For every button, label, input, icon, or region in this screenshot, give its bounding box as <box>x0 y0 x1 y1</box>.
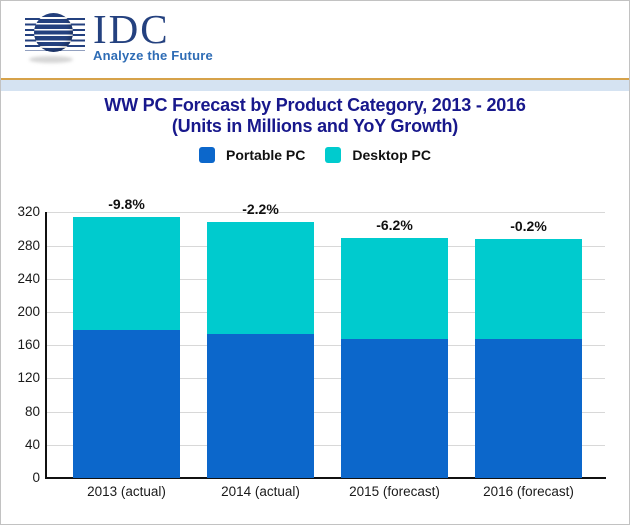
bar-desktop-1 <box>73 216 180 331</box>
idc-logo: IDC Analyze the Future <box>25 6 213 68</box>
legend-label-desktop-pc: Desktop PC <box>352 147 431 163</box>
idc-globe-icon <box>25 10 91 68</box>
bar-portable-2 <box>207 333 314 478</box>
chart-title-line1: WW PC Forecast by Product Category, 2013… <box>104 95 526 115</box>
y-axis-tick-0: 0 <box>32 470 40 485</box>
x-axis-line <box>45 477 606 479</box>
light-blue-band <box>1 80 629 91</box>
bar-portable-3 <box>341 339 448 478</box>
gridline-80 <box>46 411 605 413</box>
legend-item-portable-pc: Portable PC <box>199 147 305 163</box>
bar-portable-4 <box>475 339 582 478</box>
gridline-280 <box>46 245 605 247</box>
x-axis-label-4: 2016 (forecast) <box>483 484 574 499</box>
idc-brand-name: IDC <box>93 6 170 52</box>
legend-label-portable-pc: Portable PC <box>226 147 306 163</box>
gridline-320 <box>46 212 605 214</box>
y-axis-tick-80: 80 <box>24 403 40 419</box>
chart-title: WW PC Forecast by Product Category, 2013… <box>1 95 629 137</box>
y-axis-tick-280: 280 <box>17 237 40 253</box>
portable-pc-swatch <box>199 147 216 163</box>
gridline-40 <box>46 444 605 446</box>
bar-desktop-2 <box>207 222 314 334</box>
yoy-growth-label-4: -0.2% <box>510 218 547 234</box>
gold-divider <box>1 78 629 80</box>
globe-shadow <box>29 56 73 63</box>
chart-title-line2: (Units in Millions and YoY Growth) <box>171 116 459 136</box>
yoy-growth-label-3: -6.2% <box>376 217 413 234</box>
y-axis-tick-320: 320 <box>17 204 40 220</box>
idc-logo-text: IDC Analyze the Future <box>93 6 213 64</box>
x-axis-label-3: 2015 (forecast) <box>349 484 440 499</box>
gridline-240 <box>46 278 605 280</box>
y-axis-tick-120: 120 <box>17 370 40 386</box>
yoy-growth-label-1: -9.8% <box>108 195 145 212</box>
y-axis-tick-240: 240 <box>17 270 40 286</box>
globe-sphere <box>34 13 73 52</box>
gridline-160 <box>46 345 605 347</box>
gridline-200 <box>46 312 605 313</box>
idc-tagline: Analyze the Future <box>93 48 213 63</box>
x-axis-label-1: 2013 (actual) <box>87 484 166 499</box>
idc-header: IDC Analyze the Future <box>1 1 629 78</box>
bar-desktop-4 <box>475 239 582 340</box>
gridline-120 <box>46 378 605 380</box>
chart-legend: Portable PC Desktop PC <box>1 147 629 163</box>
legend-item-desktop-pc: Desktop PC <box>325 147 431 163</box>
desktop-pc-swatch <box>325 147 342 163</box>
y-axis-tick-200: 200 <box>17 304 40 319</box>
x-axis-label-2: 2014 (actual) <box>221 484 300 499</box>
yoy-growth-label-2: -2.2% <box>242 201 279 218</box>
bar-portable-1 <box>73 330 180 478</box>
y-axis-line <box>45 212 47 479</box>
y-axis-tick-160: 160 <box>17 337 40 353</box>
bar-desktop-3 <box>341 238 448 340</box>
y-axis-tick-40: 40 <box>24 436 40 452</box>
